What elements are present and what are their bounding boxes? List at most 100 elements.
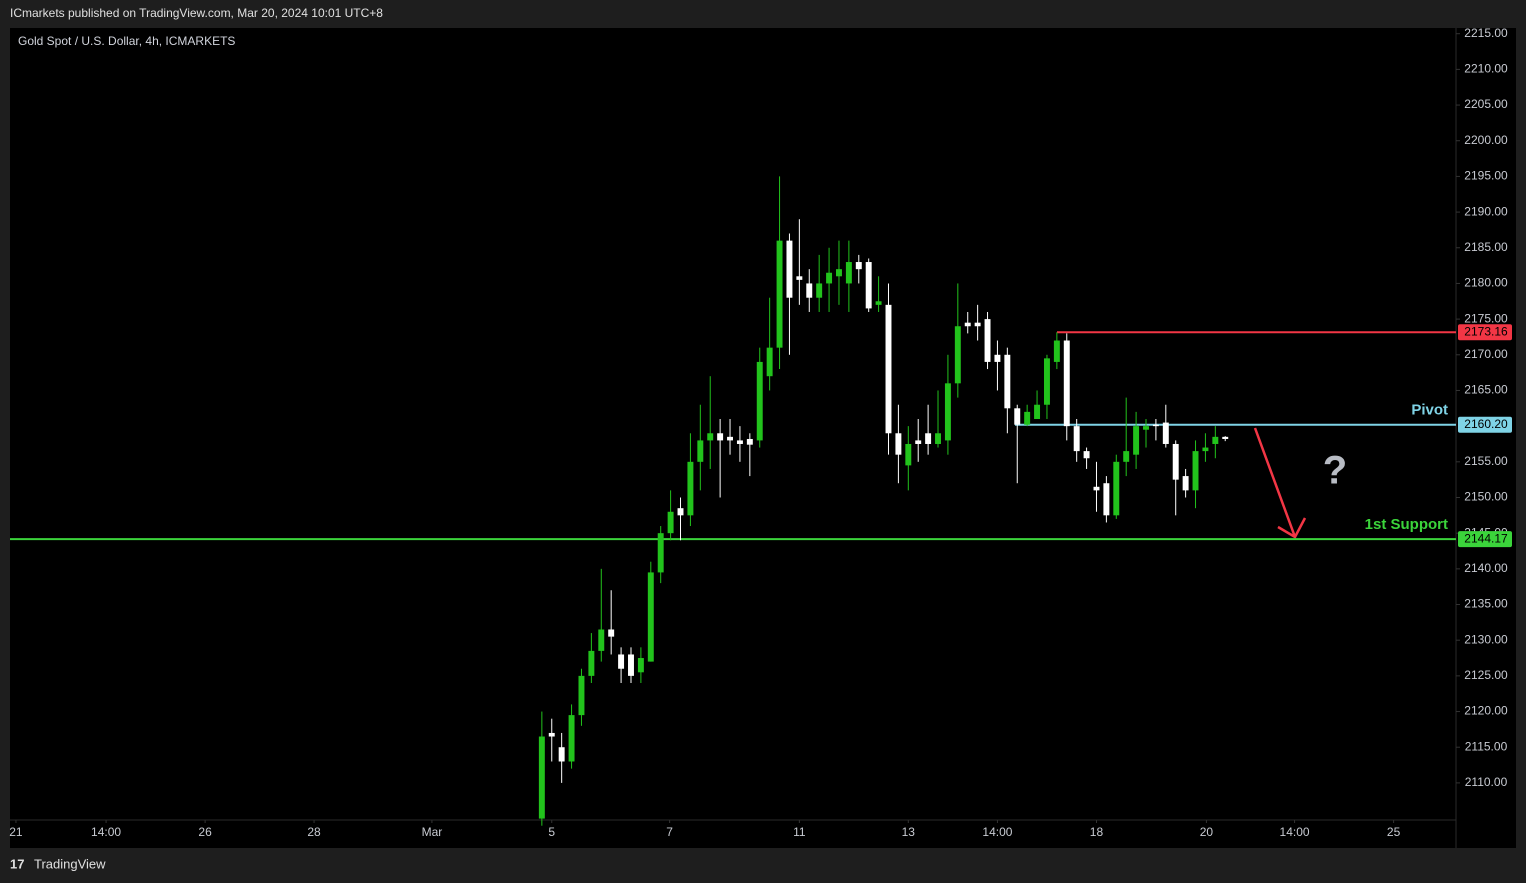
x-tick-label: 26: [198, 825, 212, 839]
x-tick-label: 25: [1387, 825, 1401, 839]
candle-body: [885, 304, 892, 434]
y-tick-label: 2185.00: [1464, 240, 1508, 254]
svg-text:17: 17: [10, 856, 24, 871]
candle-body: [1162, 422, 1169, 444]
candle-body: [677, 508, 684, 516]
candle-body: [667, 511, 674, 534]
candle-body: [1034, 404, 1041, 420]
y-tick-label: 2195.00: [1464, 169, 1508, 183]
candle-body: [707, 433, 714, 441]
candle-body: [964, 322, 971, 327]
candle-body: [1063, 340, 1070, 427]
y-tick-label: 2130.00: [1464, 632, 1508, 646]
x-tick-label: 14:00: [982, 825, 1012, 839]
candle-body: [1123, 451, 1130, 462]
candle-body: [766, 347, 773, 377]
candle-body: [618, 654, 625, 669]
candle-body: [1152, 424, 1159, 427]
x-tick-label: 13: [902, 825, 916, 839]
candle-body: [855, 262, 862, 270]
x-tick-label: 5: [548, 825, 555, 839]
candle-body: [1083, 451, 1090, 459]
y-tick-label: 2175.00: [1464, 311, 1508, 325]
candle-body: [1004, 354, 1011, 409]
candle-body: [1212, 436, 1219, 444]
y-tick-label: 2200.00: [1464, 133, 1508, 147]
candle-body: [697, 440, 704, 462]
x-tick-label: 20: [1200, 825, 1214, 839]
candle-body: [1073, 426, 1080, 452]
candle-body: [548, 732, 555, 737]
candle-body: [1222, 436, 1229, 439]
x-tick-label: Mar: [422, 825, 443, 839]
candle-body: [935, 433, 941, 444]
candle-body: [538, 736, 545, 819]
candle-body: [954, 326, 961, 384]
candle-body: [1014, 408, 1021, 425]
candle-body: [1192, 451, 1199, 491]
candle-body: [588, 650, 595, 676]
x-tick-label: 11: [793, 825, 806, 839]
y-tick-label: 2140.00: [1464, 561, 1508, 575]
candle-body: [1172, 443, 1179, 480]
candle-body: [895, 433, 902, 455]
level-price-box: [1458, 416, 1512, 433]
x-tick-label: 28: [307, 825, 321, 839]
y-tick-label: 2135.00: [1464, 597, 1508, 611]
candle-body: [776, 240, 783, 348]
y-tick-label: 2210.00: [1464, 62, 1508, 76]
x-tick-label: 14:00: [1280, 825, 1310, 839]
level-price-label: 2173.16: [1464, 324, 1508, 338]
candle-body: [657, 533, 664, 573]
symbol-title: Gold Spot / U.S. Dollar, 4h, ICMARKETS: [18, 34, 235, 48]
candle-body: [944, 383, 951, 441]
candle-body: [717, 433, 724, 441]
level-price-box: [1458, 324, 1512, 341]
candle-body: [568, 715, 575, 762]
candle-body: [1103, 483, 1110, 516]
x-tick-label: 18: [1090, 825, 1104, 839]
candle-body: [984, 319, 991, 362]
candle-body: [1143, 426, 1149, 430]
candle-body: [915, 440, 922, 444]
y-tick-label: 2110.00: [1465, 775, 1508, 789]
y-tick-label: 2150.00: [1464, 490, 1508, 504]
y-tick-label: 2180.00: [1464, 276, 1508, 290]
publisher: ICmarkets published on TradingView.com, …: [10, 6, 383, 20]
candle-body: [806, 283, 813, 298]
candle-body: [796, 276, 803, 280]
candle-body: [826, 272, 833, 284]
x-tick-label: 21: [9, 825, 23, 839]
candle-body: [845, 262, 852, 284]
candle-body: [756, 361, 763, 441]
candle-body: [1043, 358, 1050, 405]
level-price-label: 2160.20: [1464, 417, 1508, 431]
candle-body: [816, 283, 823, 298]
candle-body: [1182, 476, 1189, 491]
level-price-box: [1458, 531, 1512, 548]
level-name: 1st Support: [1365, 516, 1448, 533]
candle-body: [865, 262, 872, 309]
level-name: Pivot: [1411, 402, 1448, 419]
candle-body: [1133, 426, 1140, 455]
candle-body: [578, 675, 585, 716]
candle-body: [1053, 340, 1060, 362]
candle-body: [736, 440, 743, 444]
candle-body: [647, 572, 654, 662]
candle-body: [875, 301, 882, 305]
x-tick-label: 14:00: [91, 825, 121, 839]
candle-body: [786, 240, 793, 298]
candle-body: [608, 629, 615, 637]
candle-body: [994, 354, 1001, 362]
x-tick-label: 7: [666, 825, 673, 839]
candle-body: [974, 322, 981, 327]
arrow: [1253, 427, 1307, 539]
y-tick-label: 2205.00: [1464, 97, 1508, 111]
candle-body: [1202, 447, 1209, 452]
candle-body: [727, 436, 733, 441]
candle-body: [1093, 486, 1100, 491]
y-tick-label: 2125.00: [1464, 668, 1508, 682]
annotation: ?: [1323, 449, 1347, 493]
